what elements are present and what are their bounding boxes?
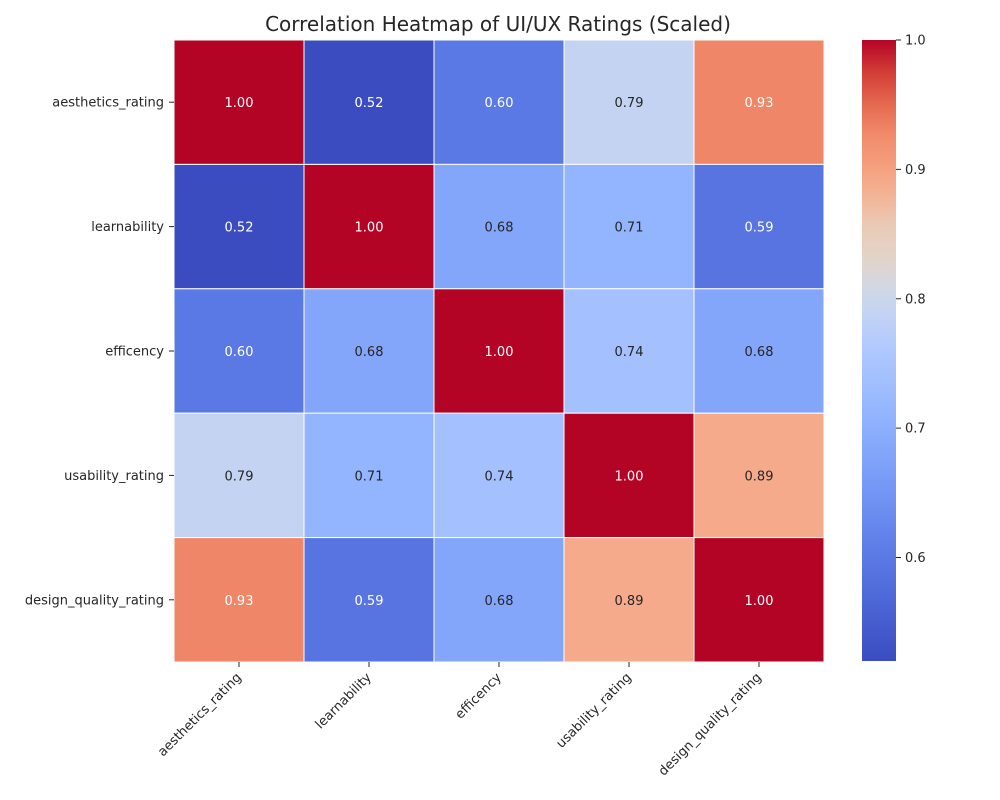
heatmap-cell-r1-c0 [173,163,305,290]
y-axis: aesthetics_rating learnability efficency us… [25,96,174,608]
y-tick-label-3: usability_rating [64,469,164,484]
x-tick-label-1: learnability [313,670,375,732]
heatmap-cell-r0-c3 [563,39,695,165]
cell-value-label-r4-c3: 0.89 [615,594,644,609]
y-tick-label-0: aesthetics_rating [52,96,164,111]
cell-value-label-r0-c1: 0.52 [355,96,384,111]
heatmap-cell-r2-c3 [563,288,695,414]
y-tick-label-2: efficency [105,345,164,360]
heatmap-cell-r2-c4 [693,288,825,414]
cell-value-label-r2-c1: 0.68 [355,345,384,360]
heatmap-value-labels: 1.00 0.52 0.60 0.79 0.93 0.52 1.00 0.68 0.71 0.59… [225,96,774,609]
colorbar-tick-label-4: 1.0 [905,34,926,49]
colorbar-tick-label-1: 0.7 [905,422,926,437]
cell-value-label-r3-c1: 0.71 [355,469,384,484]
cell-value-label-r2-c2: 1.00 [485,345,514,360]
cell-value-label-r1-c4: 0.59 [745,221,774,236]
cell-value-label-r1-c0: 0.52 [225,221,254,236]
heatmap-cell-r4-c2 [433,537,565,663]
cell-value-label-r3-c0: 0.79 [225,469,254,484]
cell-value-label-r0-c3: 0.79 [615,96,644,111]
colorbar: 0.6 0.7 0.8 0.9 1.0 [862,34,926,661]
cell-value-label-r2-c4: 0.68 [745,345,774,360]
heatmap-cell-r4-c1 [303,537,435,663]
x-tick-label-2: efficency [453,670,505,722]
cell-value-label-r1-c3: 0.71 [615,221,644,236]
y-tick-label-4: design_quality_rating [25,593,164,608]
heatmap-cell-r0-c0 [173,39,305,165]
cell-value-label-r3-c2: 0.74 [485,469,514,484]
cell-value-label-r0-c2: 0.60 [485,96,514,111]
heatmap-cell-r0-c2 [433,39,565,165]
y-tick-label-1: learnability [91,220,164,235]
cell-value-label-r1-c2: 0.68 [485,221,514,236]
colorbar-tick-label-0: 0.6 [905,551,926,566]
x-tick-label-4: design_quality_rating [656,670,765,779]
heatmap-cells [173,39,825,663]
heatmap-cell-r1-c4 [693,163,825,290]
heatmap-cell-r3-c3 [563,412,695,539]
cell-value-label-r3-c3: 1.00 [615,469,644,484]
cell-value-label-r1-c1: 1.00 [355,221,384,236]
cell-value-label-r2-c3: 0.74 [615,345,644,360]
x-axis: aesthetics_rating learnability efficency us… [155,662,765,779]
heatmap-cell-r0-c1 [303,39,435,165]
heatmap-cell-r0-c4 [693,39,825,165]
cell-value-label-r0-c4: 0.93 [745,96,774,111]
colorbar-tick-label-3: 0.9 [905,163,926,178]
cell-value-label-r4-c1: 0.59 [355,594,384,609]
heatmap-cell-r1-c2 [433,163,565,290]
x-tick-label-3: usability_rating [554,670,635,751]
cell-value-label-r4-c0: 0.93 [225,594,254,609]
heatmap-cell-r4-c4 [693,537,825,663]
heatmap-cell-r3-c4 [693,412,825,539]
cell-value-label-r3-c4: 0.89 [745,469,774,484]
heatmap-cell-r4-c0 [173,537,305,663]
cell-value-label-r2-c0: 0.60 [225,345,254,360]
cell-value-label-r0-c0: 1.00 [225,96,254,111]
cell-value-label-r4-c4: 1.00 [745,594,774,609]
heatmap-cell-r2-c2 [433,288,565,414]
colorbar-gradient [862,40,896,661]
heatmap-cell-r3-c1 [303,412,435,539]
chart-title: Correlation Heatmap of UI/UX Ratings (Sc… [265,12,731,36]
x-tick-label-0: aesthetics_rating [155,670,245,760]
heatmap-cell-r2-c1 [303,288,435,414]
heatmap-cell-r3-c2 [433,412,565,539]
cell-value-label-r4-c2: 0.68 [485,594,514,609]
colorbar-tick-label-2: 0.8 [905,292,926,307]
